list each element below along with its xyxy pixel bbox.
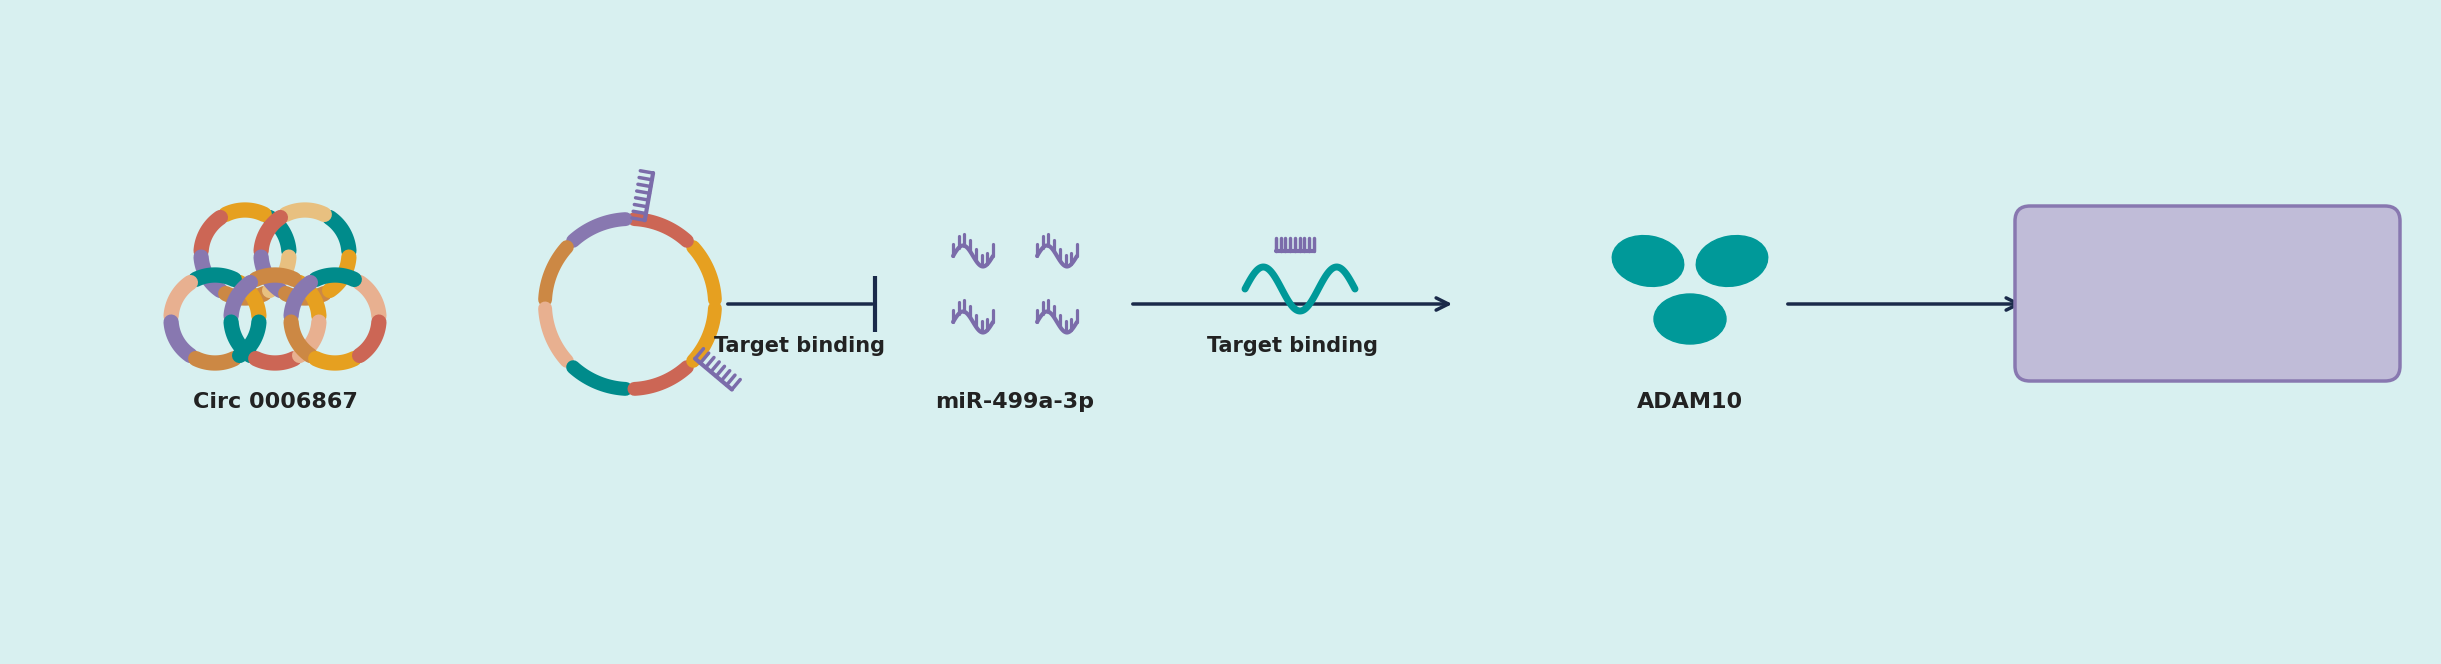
Text: Target binding: Target binding bbox=[1206, 336, 1379, 356]
Text: Target binding: Target binding bbox=[715, 336, 886, 356]
FancyBboxPatch shape bbox=[2014, 206, 2400, 381]
Ellipse shape bbox=[1655, 294, 1726, 344]
Ellipse shape bbox=[1614, 236, 1684, 286]
Text: Migration: Migration bbox=[2153, 311, 2263, 335]
Text: Apopiosis: Apopiosis bbox=[2151, 257, 2263, 281]
Text: ADAM10: ADAM10 bbox=[1638, 392, 1743, 412]
Ellipse shape bbox=[1696, 236, 1767, 286]
Text: Circ 0006867: Circ 0006867 bbox=[193, 392, 356, 412]
Text: miR-499a-3p: miR-499a-3p bbox=[935, 392, 1094, 412]
